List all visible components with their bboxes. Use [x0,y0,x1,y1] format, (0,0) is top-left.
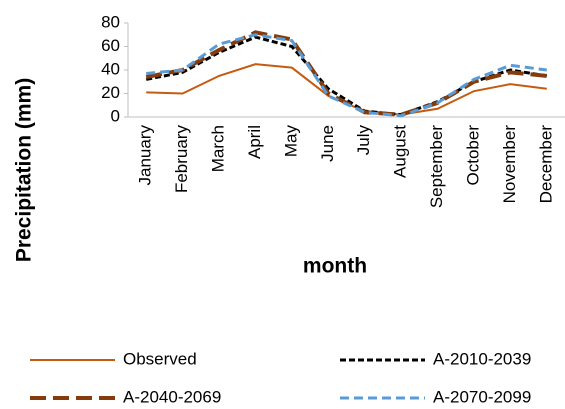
legend-label: A-2040-2069 [123,387,221,406]
legend-label: A-2010-2039 [433,349,531,368]
y-tick-label: 80 [101,12,120,31]
x-tick-label: June [318,125,337,162]
y-tick-label: 20 [101,83,120,102]
x-axis-label: month [303,255,367,278]
x-tick-label: November [500,125,519,204]
y-tick-label: 40 [101,59,120,78]
y-tick-label: 0 [111,106,120,125]
legend-label: Observed [123,349,197,368]
x-tick-label: May [281,125,300,158]
x-tick-label: March [209,125,228,172]
x-tick-label: February [172,125,191,194]
x-tick-label: July [354,125,373,156]
x-tick-label: August [391,125,410,178]
x-tick-label: October [463,125,482,186]
x-tick-label: January [136,125,155,186]
x-tick-label: April [245,125,264,159]
legend-label: A-2070-2099 [433,387,531,406]
line-series [146,63,547,116]
x-tick-label: September [427,125,446,208]
x-tick-label: December [536,125,555,204]
y-axis-label: Precipitation (mm) [13,78,36,262]
y-tick-label: 60 [101,36,120,55]
line-series [146,33,547,118]
